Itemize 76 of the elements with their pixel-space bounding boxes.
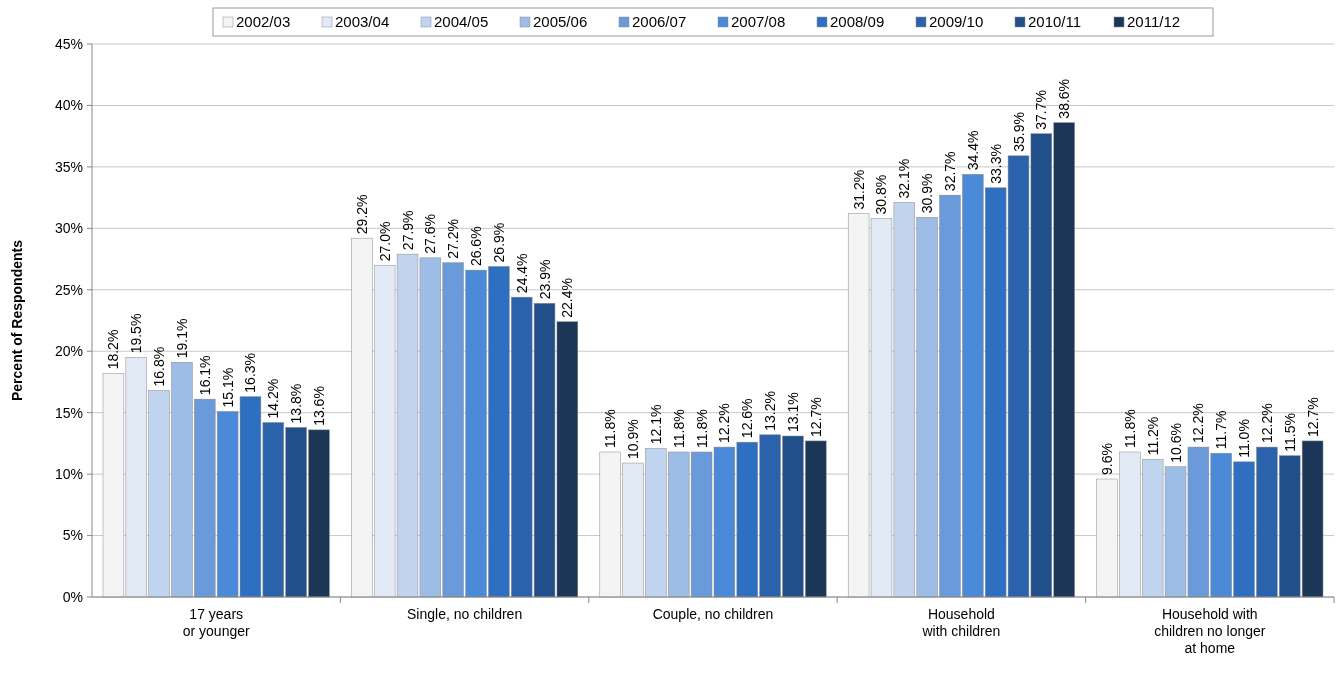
data-label: 35.9% [1010, 112, 1027, 152]
data-label: 11.7% [1213, 410, 1230, 450]
data-label: 27.0% [376, 221, 393, 262]
data-label: 27.9% [399, 210, 416, 251]
data-label: 11.8% [602, 409, 619, 448]
data-label: 10.9% [625, 419, 642, 460]
y-tick-label: 30% [54, 220, 83, 237]
x-tick-label: Couple, no children [652, 606, 774, 622]
data-label: 38.6% [1056, 78, 1073, 119]
data-label: 13.2% [762, 391, 779, 431]
data-label: 34.4% [964, 130, 981, 171]
y-tick-label: 25% [54, 281, 83, 298]
data-label: 27.6% [422, 214, 439, 254]
data-label: 10.6% [1167, 423, 1184, 463]
data-label: 13.8% [288, 383, 305, 424]
legend-label: 2008/09 [830, 13, 885, 31]
y-tick-label: 35% [54, 158, 83, 175]
data-label: 12.7% [1304, 397, 1321, 437]
data-label: 30.9% [919, 173, 936, 214]
data-label: 31.2% [850, 169, 867, 210]
data-label: 23.9% [536, 259, 553, 300]
data-label: 16.8% [151, 346, 168, 387]
data-label: 14.2% [265, 378, 282, 419]
data-label: 26.6% [468, 226, 485, 267]
data-label: 11.5% [1281, 413, 1298, 452]
data-label: 32.7% [941, 151, 958, 192]
data-label: 32.1% [896, 158, 913, 199]
y-axis-title: Percent of Respondents [9, 239, 25, 402]
data-label: 19.1% [173, 318, 190, 359]
legend-label: 2007/08 [731, 13, 786, 31]
legend-label: 2006/07 [632, 13, 687, 31]
legend-label: 2005/06 [533, 13, 588, 31]
data-label: 22.4% [559, 278, 576, 318]
legend-label: 2002/03 [236, 13, 291, 31]
data-label: 12.2% [716, 403, 733, 444]
data-label: 15.1% [219, 367, 236, 408]
data-label: 11.8% [1121, 409, 1138, 448]
y-tick-label: 0% [62, 588, 83, 605]
y-tick-label: 10% [54, 466, 83, 483]
data-label: 12.7% [807, 397, 824, 437]
data-label: 30.8% [873, 174, 890, 215]
data-label: 12.1% [647, 404, 664, 445]
x-tick-label: Household with children no longer at home [1154, 606, 1266, 656]
data-label: 27.2% [445, 219, 462, 259]
x-tick-label: Single, no children [407, 606, 523, 622]
data-label: 24.4% [513, 253, 530, 294]
y-tick-label: 40% [54, 97, 83, 114]
data-label: 16.1% [196, 355, 213, 396]
legend-label: 2003/04 [335, 13, 390, 31]
x-tick-label: Household with children [921, 606, 1001, 639]
data-label: 12.2% [1258, 403, 1275, 444]
data-label: 11.0% [1236, 419, 1253, 458]
data-label: 12.6% [739, 398, 756, 439]
y-tick-label: 15% [54, 404, 83, 421]
legend-label: 2009/10 [929, 13, 984, 31]
data-label: 33.3% [987, 144, 1004, 184]
data-label: 26.9% [490, 222, 507, 263]
data-label: 13.6% [310, 386, 327, 426]
data-label: 29.2% [353, 194, 370, 235]
data-label: 9.6% [1099, 443, 1116, 476]
y-tick-label: 20% [54, 343, 83, 360]
data-label: 37.7% [1033, 90, 1050, 130]
legend-label: 2011/12 [1127, 13, 1181, 31]
data-label: 16.3% [242, 352, 259, 393]
legend-label: 2010/11 [1028, 13, 1082, 31]
data-label: 12.2% [1190, 403, 1207, 444]
data-label: 11.2% [1144, 416, 1161, 456]
legend-label: 2004/05 [434, 13, 489, 31]
y-tick-label: 5% [62, 527, 83, 544]
y-tick-label: 45% [54, 35, 83, 52]
data-label: 11.8% [670, 409, 687, 448]
x-tick-label: 17 years or younger [182, 606, 250, 639]
data-label: 11.8% [693, 409, 710, 448]
data-label: 19.5% [128, 313, 145, 354]
data-label: 13.1% [784, 392, 801, 433]
data-label: 18.2% [105, 329, 122, 370]
